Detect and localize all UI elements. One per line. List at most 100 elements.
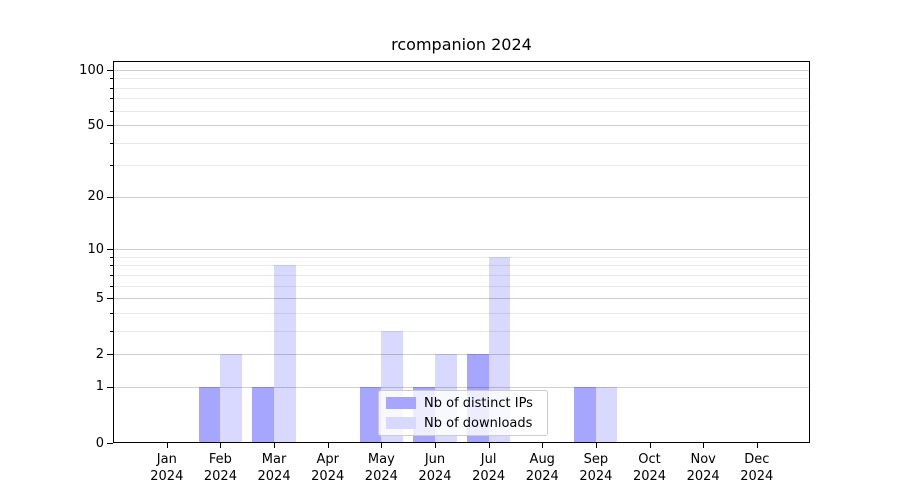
y-minor-tick (110, 87, 113, 89)
gridline-minor (114, 265, 809, 267)
x-label-month: Jul (480, 452, 497, 467)
x-label-year: 2024 (311, 469, 345, 484)
x-tick-label: Oct 2024 (620, 451, 680, 485)
legend-swatch-downloads (386, 417, 416, 429)
y-tick-label: 5 (95, 290, 104, 306)
gridline-major (114, 125, 809, 127)
x-tick (756, 443, 758, 448)
x-tick-label: Nov 2024 (673, 451, 733, 485)
x-label-year: 2024 (579, 469, 613, 484)
x-tick (166, 443, 168, 448)
y-major-tick (107, 70, 113, 71)
bar-distinct-ips (198, 386, 221, 443)
x-tick (274, 443, 276, 448)
x-label-month: Dec (744, 452, 770, 467)
x-label-month: Nov (690, 452, 716, 467)
x-tick (327, 443, 329, 448)
x-label-month: Feb (208, 452, 232, 467)
y-minor-tick (110, 274, 113, 276)
y-major-tick (107, 125, 113, 127)
y-tick-label: 20 (87, 189, 104, 205)
gridline-major (114, 386, 809, 388)
x-label-year: 2024 (418, 469, 452, 484)
y-tick-label: 10 (87, 241, 104, 257)
x-label-month: Oct (638, 452, 661, 467)
gridline-minor (114, 87, 809, 89)
gridline-major (114, 196, 809, 198)
x-tick (703, 443, 705, 448)
gridline-minor (114, 165, 809, 167)
y-major-tick (107, 249, 113, 251)
legend-label-distinct-ips: Nb of distinct IPs (424, 395, 533, 411)
x-tick (595, 443, 597, 448)
bar-distinct-ips (574, 386, 596, 443)
y-tick-label: 100 (79, 62, 104, 78)
y-minor-tick (110, 98, 113, 100)
x-tick (434, 443, 436, 448)
bar-downloads (274, 265, 296, 443)
bar-distinct-ips (359, 386, 382, 443)
x-tick (542, 443, 544, 448)
chart-title: rcompanion 2024 (391, 35, 532, 54)
x-label-month: Sep (583, 452, 609, 467)
gridline-major (114, 70, 809, 71)
gridline-minor (114, 330, 809, 332)
x-label-year: 2024 (150, 469, 184, 484)
x-tick-label: Dec 2024 (727, 451, 787, 485)
gridline-minor (114, 78, 809, 80)
x-tick (649, 443, 651, 448)
x-label-month: Mar (261, 452, 287, 467)
x-tick-label: Mar 2024 (244, 451, 304, 485)
gridline-major (114, 298, 809, 300)
y-major-tick (107, 196, 113, 198)
gridline-minor (114, 256, 809, 258)
x-label-year: 2024 (740, 469, 774, 484)
gridline-minor (114, 98, 809, 100)
y-minor-tick (110, 285, 113, 287)
x-label-year: 2024 (472, 469, 506, 484)
gridline-minor (114, 142, 809, 144)
gridline-major (114, 354, 809, 356)
x-tick-label: Feb 2024 (190, 451, 250, 485)
x-tick-label: Jun 2024 (405, 451, 465, 485)
legend-item-downloads: Nb of downloads (386, 416, 540, 431)
x-tick (488, 443, 490, 448)
y-minor-tick (110, 312, 113, 314)
x-label-year: 2024 (203, 469, 237, 484)
x-label-year: 2024 (257, 469, 291, 484)
y-minor-tick (110, 256, 113, 258)
y-minor-tick (110, 265, 113, 267)
x-label-month: Aug (529, 452, 555, 467)
y-tick-label: 0 (95, 435, 104, 451)
bar-distinct-ips (252, 386, 275, 443)
y-minor-tick (110, 330, 113, 332)
legend-swatch-distinct-ips (386, 397, 416, 409)
gridline-minor (114, 285, 809, 287)
bar-downloads (220, 354, 243, 443)
y-tick-label: 50 (87, 117, 104, 133)
bar-downloads (595, 386, 618, 443)
y-major-tick (107, 386, 113, 388)
legend-label-downloads: Nb of downloads (424, 415, 533, 431)
x-label-year: 2024 (686, 469, 720, 484)
x-tick (381, 443, 383, 448)
y-major-tick (107, 298, 113, 300)
x-tick-label: Aug 2024 (512, 451, 572, 485)
x-tick-label: Jul 2024 (459, 451, 519, 485)
x-tick (220, 443, 222, 448)
x-label-year: 2024 (364, 469, 398, 484)
legend-item-distinct-ips: Nb of distinct IPs (386, 396, 540, 411)
x-label-year: 2024 (632, 469, 667, 484)
x-label-month: Jan (156, 452, 177, 467)
gridline-minor (114, 274, 809, 276)
x-label-month: Jun (424, 452, 446, 467)
x-tick-label: Jan 2024 (137, 451, 197, 485)
y-minor-tick (110, 165, 113, 167)
gridline-minor (114, 110, 809, 112)
y-major-tick (107, 443, 113, 444)
x-tick-label: May 2024 (351, 451, 411, 485)
x-label-month: Apr (316, 452, 339, 467)
